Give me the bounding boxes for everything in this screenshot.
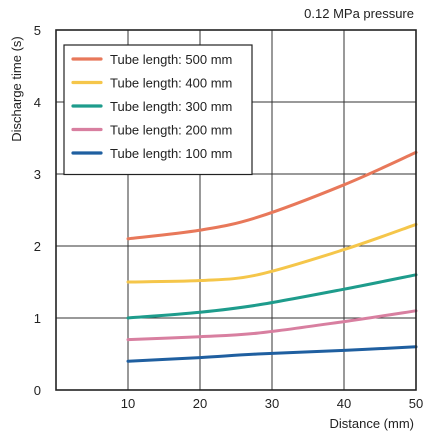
x-tick-label: 10	[121, 396, 135, 411]
x-tick-label: 40	[337, 396, 351, 411]
x-tick-label: 20	[193, 396, 207, 411]
y-tick-label: 3	[34, 167, 41, 182]
chart-subtitle: 0.12 MPa pressure	[304, 6, 414, 21]
y-axis-label: Discharge time (s)	[9, 36, 24, 141]
legend-label: Tube length: 100 mm	[110, 146, 232, 161]
y-tick-label: 4	[34, 95, 41, 110]
x-tick-label: 50	[409, 396, 423, 411]
series-line	[126, 345, 418, 363]
series-lines	[126, 150, 418, 363]
legend-label: Tube length: 500 mm	[110, 52, 232, 67]
legend-label: Tube length: 200 mm	[110, 123, 232, 138]
y-tick-label: 2	[34, 239, 41, 254]
y-tick-label: 1	[34, 311, 41, 326]
legend-label: Tube length: 300 mm	[110, 99, 232, 114]
series-line	[126, 309, 418, 342]
series-line	[126, 222, 418, 284]
series-line	[126, 150, 418, 241]
series-line	[126, 273, 418, 320]
legend-label: Tube length: 400 mm	[110, 76, 232, 91]
x-tick-label: 30	[265, 396, 279, 411]
y-tick-label: 5	[34, 23, 41, 38]
y-tick-label: 0	[34, 383, 41, 398]
legend: Tube length: 500 mm Tube length: 400 mm Tu…	[63, 44, 253, 176]
axes: 0 1 2 3 4 5 10 20 30 40 50	[34, 23, 423, 411]
x-axis-label: Distance (mm)	[329, 416, 414, 431]
plot-frame	[55, 29, 417, 391]
